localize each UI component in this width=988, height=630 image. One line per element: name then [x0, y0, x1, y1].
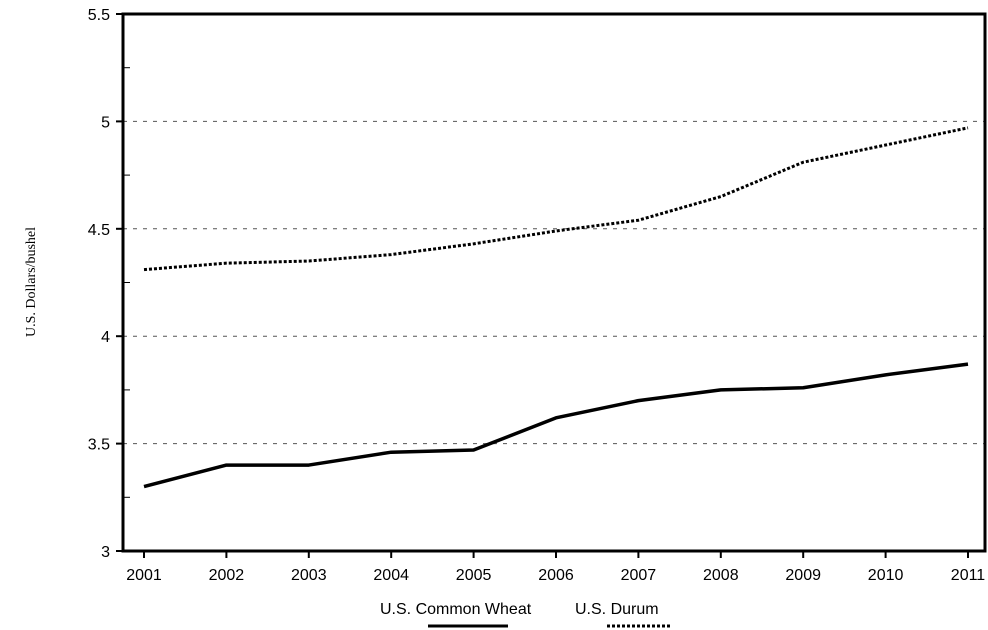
legend-label-2: U.S. Durum: [575, 601, 659, 618]
legend-label-1: U.S. Common Wheat: [380, 601, 532, 618]
y-axis-ticks: 3 3.5 4 4.5 5 5.5: [88, 7, 123, 561]
x-tick-label: 2011: [951, 567, 986, 584]
y-tick-label: 4.5: [88, 222, 110, 239]
series-line-2: [143, 126, 969, 272]
x-tick-label: 2006: [538, 567, 574, 584]
x-axis-ticks: 2001 2002 2003 2004 2005 2006 2007 2008 2009 2010…: [126, 551, 985, 584]
x-tick-label: 2005: [456, 567, 492, 584]
plot-area: [123, 14, 985, 551]
x-tick-label: 2002: [209, 567, 245, 584]
y-tick-label: 5: [101, 114, 110, 131]
series-line-1: [143, 362, 969, 489]
plot-frame: [121, 12, 987, 553]
y-axis-label: U.S. Dollars/bushel: [24, 227, 39, 337]
x-tick-label: 2001: [126, 567, 162, 584]
x-tick-label: 2003: [291, 567, 327, 584]
x-tick-label: 2007: [621, 567, 657, 584]
series-layer: [143, 126, 969, 489]
y-tick-label: 3.5: [88, 437, 110, 454]
x-tick-label: 2004: [373, 567, 409, 584]
y-tick-label: 3: [101, 544, 110, 561]
legend: U.S. Common Wheat U.S. Durum: [380, 601, 672, 628]
y-tick-label: 5.5: [88, 7, 110, 24]
y-tick-label: 4: [101, 329, 110, 346]
x-tick-label: 2009: [785, 567, 821, 584]
grid-lines: [123, 120, 985, 445]
x-tick-label: 2010: [868, 567, 904, 584]
x-tick-label: 2008: [703, 567, 739, 584]
